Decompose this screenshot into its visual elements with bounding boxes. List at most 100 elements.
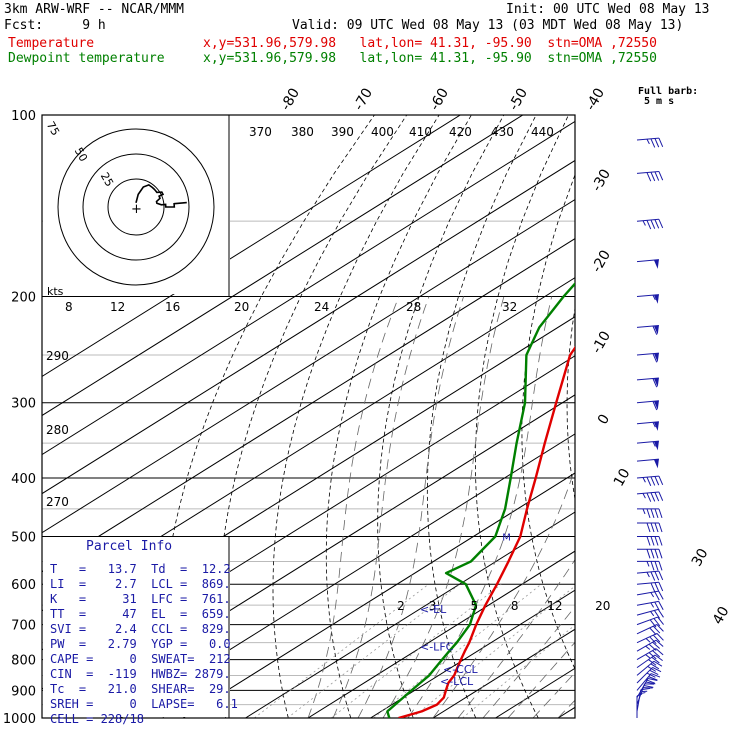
- wind-barb: [636, 475, 664, 487]
- barb-full: [648, 676, 658, 681]
- wind-barb: [636, 137, 664, 148]
- hodograph-speed-label: 16: [165, 300, 180, 314]
- barb-full: [650, 549, 655, 559]
- wind-barb: [636, 673, 661, 691]
- barb-staff: [636, 294, 659, 297]
- pressure-tick-label: 100: [11, 109, 36, 124]
- dry-adiabat: [735, 115, 740, 718]
- barb-full: [654, 492, 660, 502]
- wind-barb: [636, 421, 659, 431]
- wind-barb: [637, 560, 663, 571]
- theta-label: 370: [249, 125, 272, 139]
- barb-full: [650, 508, 655, 519]
- isotherm-line: [557, 706, 575, 718]
- isotherm-line: [120, 433, 575, 718]
- moist-adiabat: [482, 606, 575, 718]
- init-time: Init: 00 UTC Wed 08 May 13: [506, 2, 710, 17]
- mixing-ratio-label: 2: [397, 599, 405, 613]
- isotherm-line: [42, 115, 461, 378]
- hodograph-ring: [82, 153, 190, 261]
- theta-label-left: 290: [46, 349, 69, 363]
- barb-full: [654, 654, 663, 662]
- barb-full: [650, 571, 656, 581]
- temperature-legend: Temperature: [8, 36, 95, 51]
- barb-full: [650, 582, 656, 592]
- barb-full: [646, 508, 651, 519]
- temperature-tick-label: 30: [689, 546, 712, 569]
- barb-full: [656, 633, 664, 641]
- barb-half: [650, 592, 655, 598]
- theta-label: 420: [449, 125, 472, 139]
- dry-adiabat: [566, 305, 575, 502]
- barb-full: [643, 687, 653, 689]
- barb-full: [654, 476, 660, 486]
- barb-full: [650, 476, 656, 486]
- wind-barb: [636, 377, 659, 388]
- barb-half: [650, 602, 655, 608]
- hodograph-speed-label: 24: [314, 300, 329, 314]
- parcel-row-svi: SVI = 2.4 CCL = 829.: [50, 622, 231, 636]
- moist-adiabat: [382, 296, 505, 718]
- barb-full: [658, 522, 663, 533]
- barb-full: [644, 683, 655, 685]
- barb-full: [650, 663, 660, 670]
- barb-half: [642, 477, 646, 483]
- barb-pennant: [653, 441, 659, 451]
- barb-half: [652, 441, 656, 447]
- mixing-ratio-label: 8: [511, 599, 519, 613]
- theta-label: 400: [371, 125, 394, 139]
- parcel-background: [43, 537, 230, 717]
- barb-staff: [636, 259, 659, 263]
- barb-half: [650, 611, 655, 617]
- dry-adiabat: [426, 115, 537, 718]
- parcel-row-tt: TT = 47 EL = 659.: [50, 607, 231, 621]
- temperature-tick-label: 10: [611, 466, 634, 489]
- hodograph-background: [43, 116, 230, 294]
- barb-full: [658, 137, 664, 147]
- barb-full: [646, 549, 651, 559]
- forecast-hour: Fcst: 9 h: [4, 18, 106, 33]
- dewpoint-location: x,y=531.96,579.98 lat,lon= 41.31, -95.90…: [203, 51, 657, 66]
- moist-adiabat: [357, 296, 464, 718]
- dry-adiabat: [325, 115, 472, 718]
- profile-series: [386, 281, 575, 718]
- theta-label: 380: [291, 125, 314, 139]
- mixing-ratio-line: [462, 624, 575, 718]
- wind-barb: [636, 600, 664, 611]
- hodograph-center-mark: +: [131, 202, 142, 217]
- barb-full: [658, 536, 663, 546]
- barb-full: [658, 219, 664, 229]
- barb-full: [653, 660, 663, 667]
- barb-full: [656, 624, 664, 632]
- dewpoint-legend: Dewpoint temperature: [8, 51, 165, 66]
- pressure-tick-label: 200: [11, 291, 36, 306]
- level-markers: <-EL <-LFC <-CCL<-LCL M: [420, 532, 511, 688]
- barb-pennant: [653, 400, 659, 410]
- mixing-ratio-label: 12: [547, 599, 562, 613]
- barb-full: [649, 619, 657, 628]
- barb-half: [645, 654, 651, 659]
- isotherm-line: [182, 472, 575, 718]
- temperature-tick-label: -30: [589, 167, 614, 195]
- hodograph-ring: [107, 178, 165, 236]
- wind-barb: [636, 624, 664, 636]
- parcel-info-title: Parcel Info: [86, 539, 173, 554]
- theta-label: 430: [491, 125, 514, 139]
- barb-full: [658, 171, 664, 181]
- pressure-tick-label: 500: [11, 530, 36, 545]
- barb-full: [658, 561, 663, 571]
- barb-full: [658, 582, 664, 592]
- barb-staff: [636, 440, 659, 444]
- barb-half: [646, 572, 650, 578]
- barb-full: [657, 609, 664, 618]
- parcel-info-panel: Parcel Info T = 13.7 Td = 12.2 LI = 2.7 …: [42, 537, 238, 729]
- barb-full: [652, 325, 658, 335]
- barb-full: [654, 582, 660, 592]
- wind-barb: [637, 548, 663, 559]
- freezing-level-marker: M: [502, 532, 511, 543]
- temperature-tick-label: 0: [595, 412, 613, 428]
- isotherm-line: [42, 159, 575, 495]
- wind-barb: [636, 660, 663, 676]
- pressure-tick-label: 900: [11, 684, 36, 699]
